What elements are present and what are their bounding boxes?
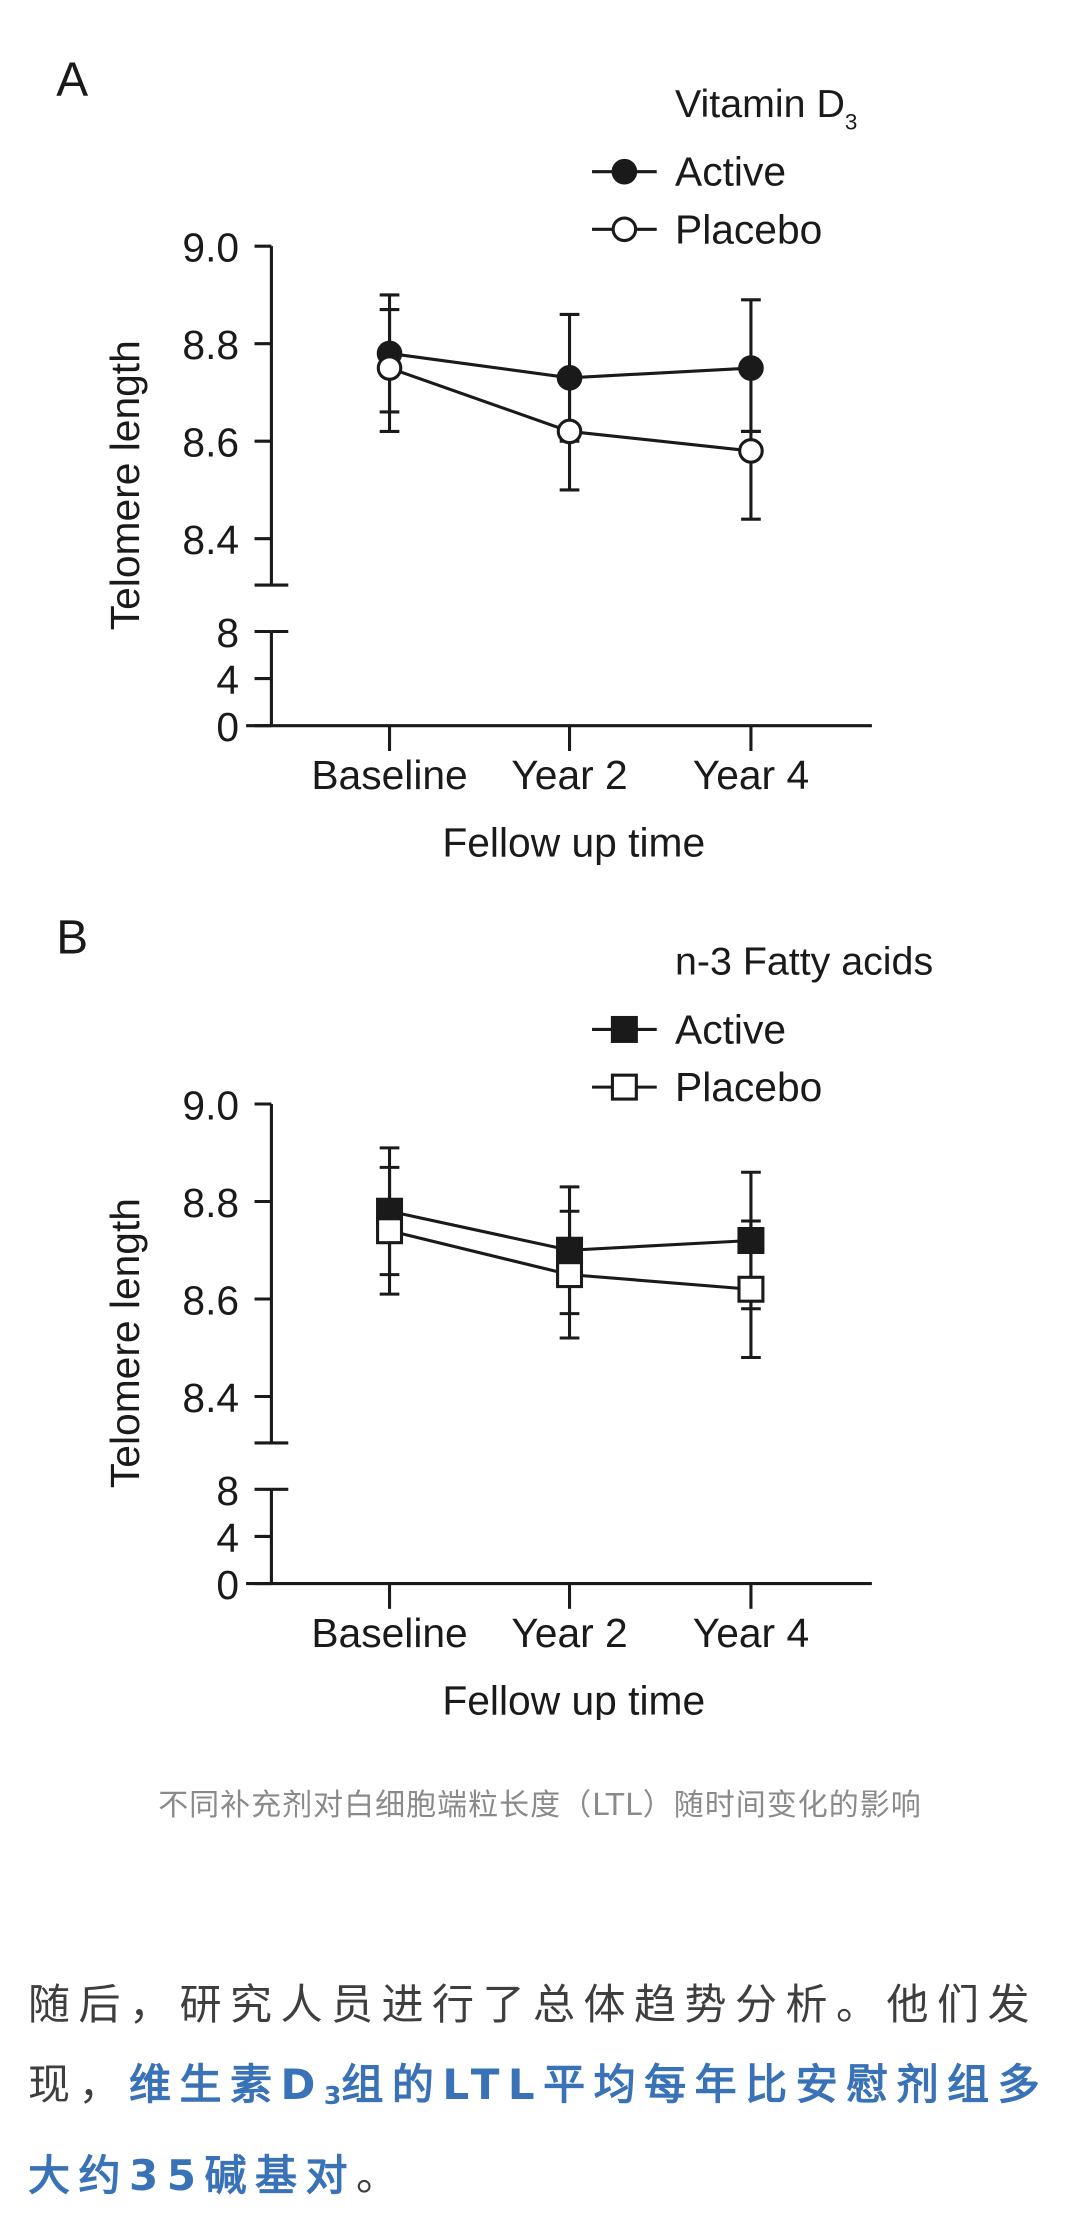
data-point-placebo xyxy=(556,1261,584,1289)
legend-title-main: n-3 Fatty acids xyxy=(675,940,933,984)
data-point-placebo xyxy=(376,355,403,381)
highlight-part-b: 组的LTL平均每年比安慰剂组多大约35碱基对 xyxy=(28,2060,1049,2201)
legend-marker-active xyxy=(611,158,638,185)
paragraph-lead: 随后，研究人员进行了总体趋势分析。他们发现， xyxy=(28,1980,1039,2109)
y-tick-label: 4 xyxy=(216,657,239,703)
panel-label: A xyxy=(56,54,88,107)
legend-label: Active xyxy=(675,1007,786,1053)
legend-label: Placebo xyxy=(675,1064,822,1110)
panel-a: A Vitamin D3 Active Placebo 9.0 8.8 8.6 8.4 840 B… xyxy=(56,54,872,865)
x-tick-label: Year 2 xyxy=(511,1610,627,1656)
y-tick-label: 8.6 xyxy=(182,420,239,466)
x-tick-label: Year 4 xyxy=(693,1610,809,1656)
legend-label: Placebo xyxy=(675,206,822,252)
x-axis-label: Fellow up time xyxy=(442,1677,705,1720)
y-tick-label: 8.6 xyxy=(182,1277,239,1323)
y-tick-label: 8.4 xyxy=(182,1375,239,1421)
paragraph-tail: 。 xyxy=(355,2151,407,2201)
y-tick-label: 4 xyxy=(216,1515,239,1561)
x-tick-label: Baseline xyxy=(311,1610,467,1656)
highlight-subscript: 3 xyxy=(323,2081,342,2111)
legend-marker-placebo xyxy=(611,216,638,243)
y-tick-label: 9.0 xyxy=(182,1082,239,1128)
legend-title: Vitamin D3 xyxy=(675,82,857,135)
y-tick-label: 8 xyxy=(216,1468,239,1514)
data-point-placebo xyxy=(556,418,583,445)
panel-label: B xyxy=(56,912,88,965)
caption-text: 不同补充剂对白细胞端粒长度（LTL）随时间变化的影响 xyxy=(158,1788,922,1823)
y-tick-label: 8.8 xyxy=(182,1180,239,1226)
legend-title-main: Vitamin D xyxy=(675,82,845,126)
x-tick-label: Year 2 xyxy=(511,752,627,798)
paragraph-highlight: 维生素D3组的LTL平均每年比安慰剂组多大约35碱基对 xyxy=(28,2060,1048,2200)
highlight-part-a: 维生素D xyxy=(129,2060,324,2109)
telomere-length-figure: A Vitamin D3ActivePlacebo9.08.88.68.4840B… xyxy=(56,54,933,1720)
body-paragraph: 随后，研究人员进行了总体趋势分析。他们发现，维生素D3组的LTL平均每年比安慰剂… xyxy=(28,1965,1056,2216)
y-tick-label: 8.8 xyxy=(182,322,239,368)
x-tick-label: Baseline xyxy=(311,752,467,798)
legend-marker-active xyxy=(610,1015,638,1043)
legend-title: n-3 Fatty acids xyxy=(675,940,933,984)
y-tick-label: 0 xyxy=(216,1562,239,1608)
y-tick-label: 0 xyxy=(216,704,239,750)
y-axis-label: Telomere length xyxy=(102,1198,148,1488)
figure-caption: 不同补充剂对白细胞端粒长度（LTL）随时间变化的影响 xyxy=(40,1775,1040,1837)
legend-title-sub: 3 xyxy=(845,109,858,134)
x-tick-label: Year 4 xyxy=(693,752,809,798)
data-point-placebo xyxy=(738,438,764,464)
data-point-placebo xyxy=(737,1275,765,1303)
data-point-active xyxy=(738,355,764,381)
y-tick-label: 8 xyxy=(216,610,239,656)
y-axis-label: Telomere length xyxy=(102,340,148,630)
legend-label: Active xyxy=(675,149,786,195)
data-point-placebo xyxy=(376,1217,404,1245)
legend-marker-placebo xyxy=(610,1073,638,1101)
y-tick-label: 9.0 xyxy=(182,225,239,271)
x-axis-label: Fellow up time xyxy=(442,819,705,865)
y-tick-label: 8.4 xyxy=(182,517,239,563)
